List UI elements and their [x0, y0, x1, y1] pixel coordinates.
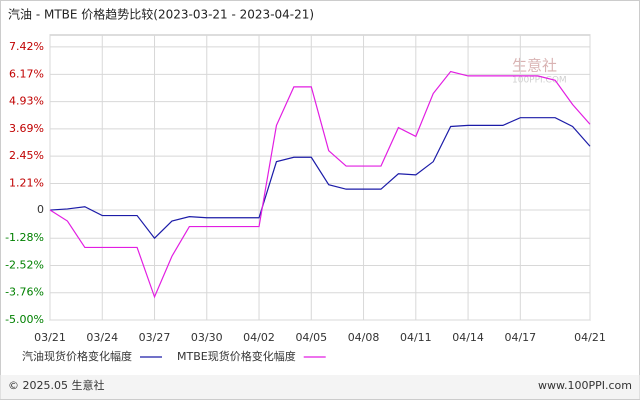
footer-bar	[0, 375, 640, 399]
y-tick-label: 0	[37, 203, 44, 216]
legend-label: 汽油现货价格变化幅度	[22, 349, 132, 363]
x-tick-label: 04/14	[452, 331, 484, 344]
x-tick-label: 04/21	[574, 331, 606, 344]
y-tick-label: -5.00%	[5, 313, 44, 326]
x-tick-label: 03/21	[34, 331, 66, 344]
y-tick-label: 6.17%	[9, 67, 44, 80]
x-tick-label: 04/02	[243, 331, 275, 344]
x-tick-label: 03/30	[191, 331, 223, 344]
y-tick-label: 3.69%	[9, 122, 44, 135]
x-tick-label: 04/05	[295, 331, 327, 344]
y-tick-label: 4.93%	[9, 95, 44, 108]
y-tick-label: -1.28%	[5, 231, 44, 244]
y-tick-label: -3.76%	[5, 286, 44, 299]
y-tick-label: -2.52%	[5, 258, 44, 271]
legend-label: MTBE现货价格变化幅度	[177, 349, 296, 363]
watermark-name: 生意社	[512, 57, 557, 75]
series-line	[49, 70, 591, 299]
y-tick-label: 2.45%	[9, 149, 44, 162]
watermark-site: 100PPI.COM	[512, 76, 567, 86]
x-tick-label: 03/27	[139, 331, 171, 344]
x-tick-label: 04/17	[504, 331, 536, 344]
series-line	[49, 117, 591, 240]
x-tick-label: 04/08	[348, 331, 380, 344]
x-tick-label: 03/24	[86, 331, 118, 344]
x-tick-label: 04/11	[400, 331, 432, 344]
footer-left: © 2025.05 生意社	[8, 378, 104, 392]
y-tick-label: 1.21%	[9, 176, 44, 189]
y-tick-label: 7.42%	[9, 40, 44, 53]
footer-right: www.100PPI.com	[538, 379, 632, 392]
chart-title: 汽油 - MTBE 价格趋势比较(2023-03-21 - 2023-04-21…	[8, 7, 314, 22]
